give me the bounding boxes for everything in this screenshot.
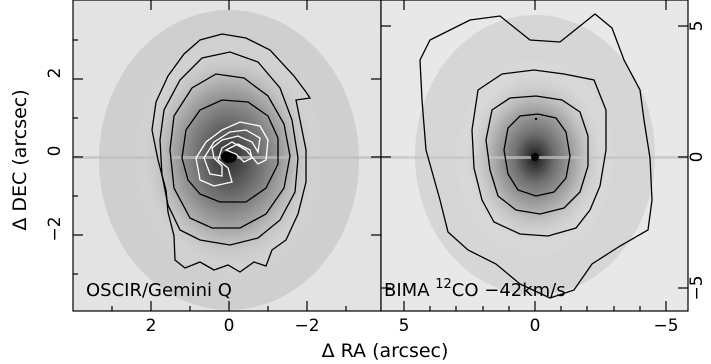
right-contour-4 — [503, 113, 571, 197]
right-label-suffix: CO −42km/s — [452, 280, 566, 301]
y-axis-label: Δ DEC (arcsec) — [9, 89, 31, 230]
left-ticks — [73, 0, 381, 311]
left-y-tick-label: 0 — [45, 146, 65, 157]
left-dark-contours — [151, 33, 312, 273]
left-contour-3 — [169, 73, 291, 229]
left-white-contour-1 — [195, 121, 269, 187]
right-contour-outer — [419, 13, 653, 299]
right-panel-label: BIMA 12CO −42km/s — [384, 277, 566, 301]
left-panel-label: OSCIR/Gemini Q — [86, 280, 232, 301]
left-panel: 2 0 −2 2 0 −2 OSCIR/Gemini Q — [45, 0, 382, 336]
right-label-superscript: 12 — [435, 277, 452, 292]
right-label-prefix: BIMA — [384, 280, 435, 301]
left-contour-4 — [181, 99, 279, 203]
left-light-contours — [195, 121, 269, 187]
left-x-tick-label: −2 — [294, 316, 319, 336]
right-x-tick-label: 0 — [530, 316, 541, 336]
right-x-tick-label: −5 — [653, 316, 678, 336]
right-panel: 5 0 −5 5 0 −5 BIMA 12CO −42km/s — [380, 0, 707, 336]
left-y-tick-label: −2 — [45, 216, 65, 241]
right-ticks — [381, 0, 688, 311]
right-y-tick-label: 5 — [687, 21, 707, 32]
left-image — [73, 0, 381, 311]
left-x-tick-label: 0 — [224, 316, 235, 336]
x-axis-label: Δ RA (arcsec) — [322, 340, 449, 362]
right-contours — [419, 13, 653, 299]
right-x-tick-label: 5 — [399, 316, 410, 336]
right-contour-3 — [485, 95, 589, 215]
left-white-contour-2 — [203, 129, 261, 177]
left-contour-2 — [159, 51, 299, 246]
left-x-tick-label: 2 — [146, 316, 157, 336]
right-contour-2 — [471, 69, 607, 237]
left-contour-outer — [151, 33, 312, 273]
left-white-contour-3 — [224, 143, 253, 163]
right-y-tick-label: 0 — [687, 152, 707, 163]
left-y-tick-label: 2 — [45, 68, 65, 79]
right-y-tick-label: −5 — [687, 275, 707, 300]
